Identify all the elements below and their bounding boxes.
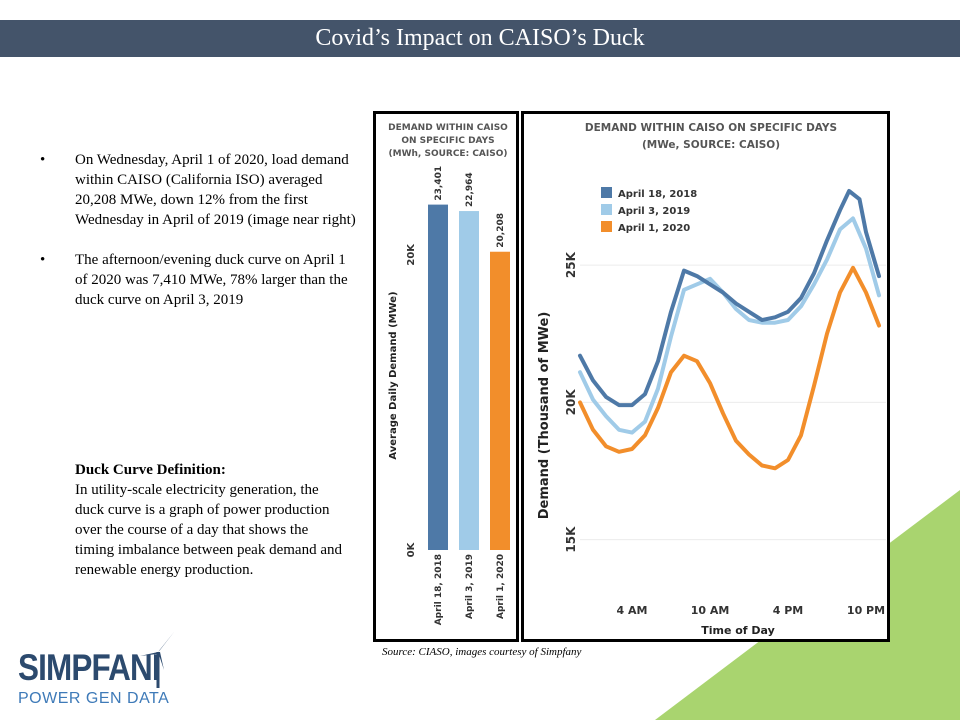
line-x-tick-label: 10 AM xyxy=(691,604,730,617)
bar-chart-title: (MWh, SOURCE: CAISO) xyxy=(389,149,508,159)
line-y-axis-label: Demand (Thousand of MWe) xyxy=(537,312,552,520)
slide-title: Covid’s Impact on CAISO’s Duck xyxy=(0,20,960,57)
legend-label: April 1, 2020 xyxy=(618,223,690,234)
legend-label: April 3, 2019 xyxy=(618,206,690,217)
legend-swatch xyxy=(601,204,612,215)
bullet-item: The afternoon/evening duck curve on Apri… xyxy=(40,250,360,310)
bar-chart-panel: DEMAND WITHIN CAISO ON SPECIFIC DAYS (MWh,… xyxy=(373,111,519,642)
legend-swatch xyxy=(601,187,612,198)
simpfani-logo: SIMPFANI POWER GEN DATA xyxy=(18,630,188,720)
bullet-item: On Wednesday, April 1 of 2020, load dema… xyxy=(40,150,360,230)
bar-category-label: April 1, 2020 xyxy=(496,554,506,619)
line-chart-title: (MWe, SOURCE: CAISO) xyxy=(642,139,780,151)
bar-2 xyxy=(459,211,479,550)
line-y-tick-label: 20K xyxy=(564,389,578,416)
bar-value-label: 22,964 xyxy=(465,172,475,207)
series-line-2 xyxy=(578,216,881,435)
line-chart: DEMAND WITHIN CAISO ON SPECIFIC DAYS (MWe… xyxy=(537,122,886,637)
bar-chart-title: DEMAND WITHIN CAISO xyxy=(388,123,508,133)
legend-label: April 18, 2018 xyxy=(618,189,697,200)
line-x-tick-label: 4 AM xyxy=(617,604,648,617)
line-x-axis-label: Time of Day xyxy=(701,624,775,637)
line-x-tick-label: 4 PM xyxy=(773,604,804,617)
line-y-tick-label: 15K xyxy=(564,526,578,553)
line-chart-title: DEMAND WITHIN CAISO ON SPECIFIC DAYS xyxy=(585,122,837,134)
bar-y-axis-label: Average Daily Demand (MWe) xyxy=(388,291,399,459)
line-x-tick-label: 10 PM xyxy=(847,604,885,617)
bar-chart: DEMAND WITHIN CAISO ON SPECIFIC DAYS (MWh,… xyxy=(388,123,510,625)
bar-value-label: 23,401 xyxy=(434,166,444,201)
bullet-list: On Wednesday, April 1 of 2020, load dema… xyxy=(40,150,360,330)
bar-y-tick-label: 20K xyxy=(406,243,417,266)
line-chart-panel: DEMAND WITHIN CAISO ON SPECIFIC DAYS (MWe… xyxy=(521,111,890,642)
legend-swatch xyxy=(601,221,612,232)
series-line-1 xyxy=(578,189,881,408)
bar-category-label: April 18, 2018 xyxy=(434,554,444,625)
bar-category-label: April 3, 2019 xyxy=(465,554,475,619)
bar-chart-title: ON SPECIFIC DAYS xyxy=(401,136,494,146)
logo-name: SIMPFANI xyxy=(18,647,161,688)
logo-tagline: POWER GEN DATA xyxy=(18,690,170,707)
duck-curve-definition: Duck Curve Definition: In utility-scale … xyxy=(75,460,345,580)
bar-value-label: 20,208 xyxy=(496,213,506,248)
bar-y-tick-label: 0K xyxy=(406,541,417,557)
bar-3 xyxy=(490,251,510,550)
definition-term: Duck Curve Definition: xyxy=(75,462,226,478)
bar-1 xyxy=(428,204,448,550)
definition-text: In utility-scale electricity generation,… xyxy=(75,482,342,578)
wind-turbine-icon xyxy=(140,632,174,688)
line-y-tick-label: 25K xyxy=(564,251,578,278)
series-line-3 xyxy=(578,265,881,471)
source-caption: Source: CIASO, images courtesy of Simpfa… xyxy=(382,646,582,658)
